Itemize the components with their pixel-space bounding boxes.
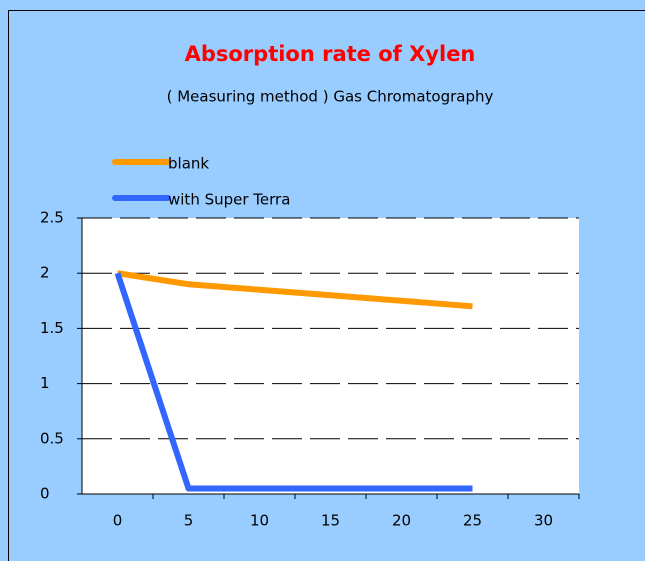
y-tick-label: 2 [40, 264, 50, 282]
x-tick-label: 10 [250, 512, 269, 530]
series-line [114, 272, 473, 492]
y-tick-label: 1.5 [40, 319, 64, 337]
chart-subtitle: ( Measuring method ) Gas Chromatography [167, 88, 494, 106]
plot-area [82, 218, 579, 494]
x-tick-label: 25 [463, 512, 482, 530]
y-tick-label: 0.5 [40, 429, 64, 447]
y-tick-label: 2.5 [40, 209, 64, 227]
x-tick-label: 20 [392, 512, 411, 530]
x-tick-label: 5 [184, 512, 194, 530]
y-tick-label: 1 [40, 374, 50, 392]
series-line [117, 270, 473, 310]
y-tick-label: 0 [40, 485, 50, 503]
x-tick-label: 30 [534, 512, 553, 530]
chart-title: Absorption rate of Xylen [185, 42, 476, 66]
frame [8, 10, 645, 561]
legend-label: blank [168, 155, 209, 173]
x-tick-label: 0 [113, 512, 123, 530]
legend-label: with Super Terra [168, 191, 290, 209]
x-tick-label: 15 [321, 512, 340, 530]
